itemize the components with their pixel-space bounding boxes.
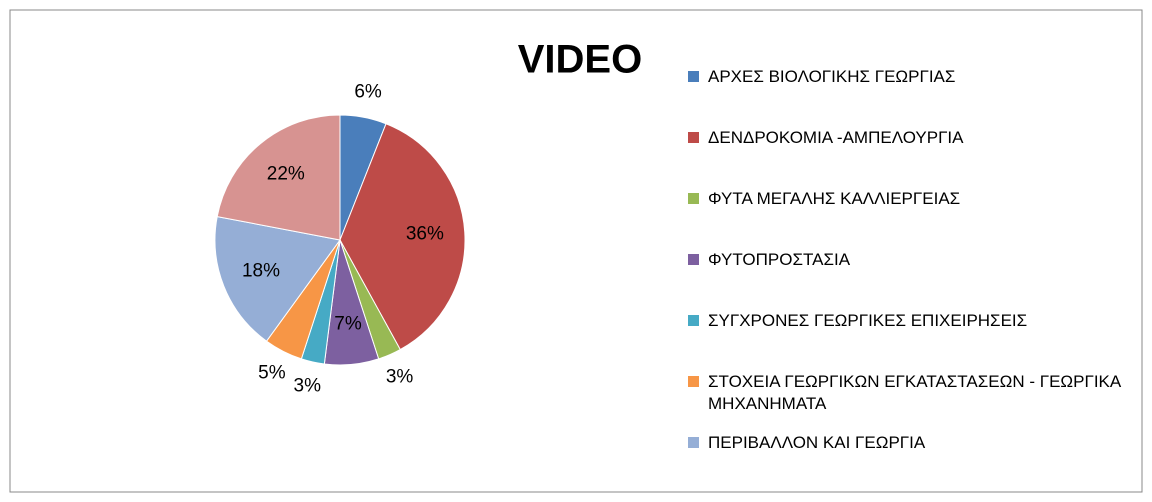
data-label: 18% — [242, 260, 280, 281]
chart-title: VIDEO — [518, 38, 642, 82]
data-label: 22% — [267, 164, 305, 185]
legend-swatch — [688, 437, 699, 448]
legend-entry: ΦΥΤΑ ΜΕΓΑΛΗΣ ΚΑΛΛΙΕΡΓΕΙΑΣ — [688, 188, 1128, 210]
legend-label: ΦΥΤΟΠΡΟΣΤΑΣΙΑ — [708, 250, 851, 269]
legend-swatch — [688, 376, 699, 387]
pie-slice — [216, 114, 341, 241]
frame — [9, 9, 1143, 493]
legend-swatch — [688, 193, 699, 204]
legend-entry: ΠΕΡΙΒΑΛΛΟΝ ΚΑΙ ΓΕΩΡΓΙΑ — [688, 432, 1128, 454]
legend-entry: ΣΥΓΧΡΟΝΕΣ ΓΕΩΡΓΙΚΕΣ ΕΠΙΧΕΙΡΗΣΕΙΣ — [688, 310, 1128, 332]
legend-label: ΠΕΡΙΒΑΛΛΟΝ ΚΑΙ ΓΕΩΡΓΙΑ — [708, 433, 926, 452]
legend-label: ΑΡΧΕΣ ΒΙΟΛΟΓΙΚΗΣ ΓΕΩΡΓΙΑΣ — [708, 67, 956, 86]
legend-label: ΦΥΤΑ ΜΕΓΑΛΗΣ ΚΑΛΛΙΕΡΓΕΙΑΣ — [708, 189, 961, 208]
legend-swatch — [688, 71, 699, 82]
legend-swatch — [688, 132, 699, 143]
legend-label: ΔΕΝΔΡΟΚΟΜΙΑ -ΑΜΠΕΛΟΥΡΓΙΑ — [708, 128, 964, 147]
legend-entry: ΔΕΝΔΡΟΚΟΜΙΑ -ΑΜΠΕΛΟΥΡΓΙΑ — [688, 127, 1128, 149]
data-label: 5% — [258, 363, 286, 384]
pie-slice — [214, 215, 341, 342]
legend-label: ΣΤΟΧΕΙΑ ΓΕΩΡΓΙΚΩΝ ΕΓΚΑΤΑΣΤΑΣΕΩΝ - ΓΕΩΡΓΙ… — [708, 372, 1121, 413]
pie-slice — [339, 123, 466, 351]
data-label: 36% — [406, 224, 444, 245]
legend-label: ΣΥΓΧΡΟΝΕΣ ΓΕΩΡΓΙΚΕΣ ΕΠΙΧΕΙΡΗΣΕΙΣ — [708, 311, 1028, 330]
data-label: 6% — [354, 82, 382, 103]
legend-entry: ΣΤΟΧΕΙΑ ΓΕΩΡΓΙΚΩΝ ΕΓΚΑΤΑΣΤΑΣΕΩΝ - ΓΕΩΡΓΙ… — [688, 371, 1128, 415]
data-label: 7% — [334, 314, 362, 335]
legend-entry: ΑΡΧΕΣ ΒΙΟΛΟΓΙΚΗΣ ΓΕΩΡΓΙΑΣ — [688, 66, 1128, 88]
legend-swatch — [688, 254, 699, 265]
legend-swatch — [688, 315, 699, 326]
data-label: 3% — [386, 367, 414, 388]
data-label: 3% — [294, 375, 322, 396]
legend-entry: ΦΥΤΟΠΡΟΣΤΑΣΙΑ — [688, 249, 1128, 271]
